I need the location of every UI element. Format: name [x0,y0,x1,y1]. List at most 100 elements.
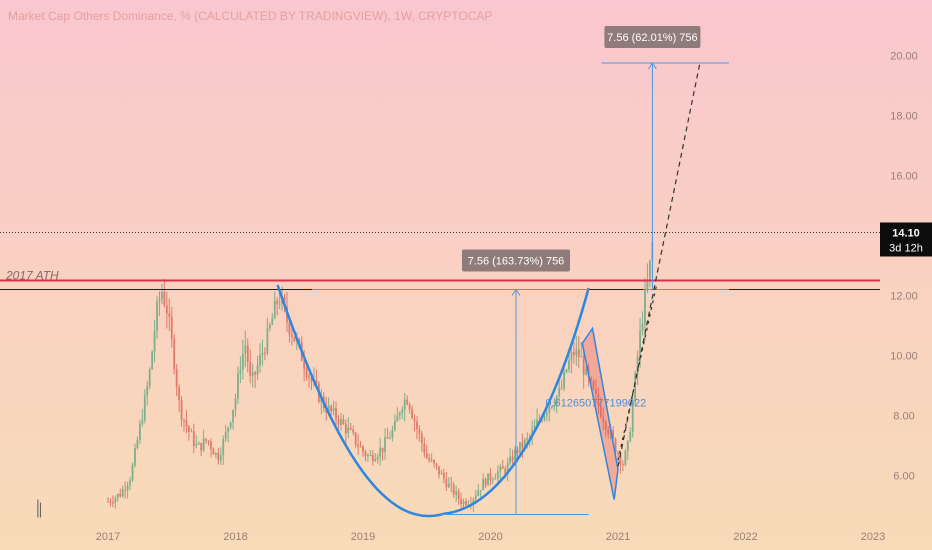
candle-body [501,466,504,469]
candle-body [604,422,607,430]
candle-body [629,432,632,441]
candle-body [597,394,600,406]
candle-body [585,367,588,375]
candle-body [195,444,198,446]
candle-body [452,484,455,495]
candle-body [151,351,154,370]
candle-body [335,408,337,420]
candle-body [183,419,185,421]
candle-body [492,479,494,481]
candle-body [484,479,487,486]
candle-body [259,354,261,366]
price-tag-value: 14.10 [892,228,920,240]
candle-body [261,352,264,355]
y-tick-label: 6.00 [893,471,914,483]
candle-body [207,440,210,442]
candle-body [175,369,178,387]
candle-body [254,372,257,375]
candle-body [332,408,335,412]
candle-body [577,349,580,357]
candle-body [570,351,573,361]
candle-body [612,430,614,439]
candle-body [224,432,227,440]
price-tag-countdown: 3d 12h [889,243,923,255]
candle-body [614,438,617,454]
candle-body [197,443,200,445]
candle-body [381,447,384,452]
candle-body [487,473,489,486]
candle-body [384,437,386,452]
candle-body [511,456,514,462]
candle-body [568,360,570,370]
candle-body [173,338,176,370]
candle-body [367,455,369,457]
measure-label: 7.56 (163.73%) 756 [468,256,565,268]
candle-body [636,356,639,374]
candle-body [379,447,382,457]
candle-body [190,431,193,433]
candle-body [249,361,252,376]
candle-body [644,289,646,324]
candle-body [599,405,602,418]
y-tick-label: 20.00 [890,51,918,63]
candle-body [626,440,629,452]
candle-body [563,371,565,388]
candle-body [545,412,548,416]
x-tick-label: 2018 [223,531,247,543]
candle-body [266,328,269,354]
price-tag-box [880,222,932,257]
candle-body [376,456,379,460]
candle-body [251,372,254,376]
candle-body [374,459,377,462]
candle-body [362,446,364,452]
candle-body [548,407,551,413]
y-tick-label: 8.00 [893,411,914,423]
candle-body [641,323,644,331]
candle-body [202,438,205,451]
candle-body [462,501,465,504]
candle-body [595,389,597,395]
candle-body [425,453,428,458]
candle-body [273,300,276,319]
candle-body [472,499,475,505]
measure-label-box [462,249,570,272]
candle-body [550,406,553,408]
target-label: 7.56 (62.01%) 756 [607,32,698,44]
candle-body [450,483,453,485]
candle-body [244,345,247,354]
candle-body [288,322,291,335]
candle-body [648,260,651,281]
candle-body [126,485,129,491]
target-arrowhead [648,62,657,70]
candle-body [565,369,568,372]
candle-body [347,427,350,434]
candle-body [229,422,232,428]
candle-body [639,330,641,357]
candle-body [514,449,516,462]
candle-body [528,436,531,439]
candle-body [516,449,519,454]
candle-body [308,376,310,378]
candle-body [403,399,406,410]
candle-body [622,464,624,466]
candle-body [143,395,146,421]
candle-body [290,334,293,338]
candle-body [271,318,274,325]
candle-body [158,299,161,302]
candle-body [423,443,426,454]
candle-body [168,313,171,317]
candle-body [227,427,230,433]
candle-body [499,466,502,472]
drawings-layer: 2017 ATH 7.56 (163.73%) 756 7.56 (62.01%) … [0,26,880,518]
candle-body [533,425,536,430]
candle-body [129,480,131,486]
candle-body [293,337,296,342]
candle-body [340,419,342,425]
candle-body [646,280,649,290]
candle-body [386,437,389,439]
candle-body [460,498,462,504]
candle-body [504,468,507,474]
candle-body [119,493,122,497]
x-tick-label: 2019 [351,531,375,543]
candle-body [114,497,117,503]
